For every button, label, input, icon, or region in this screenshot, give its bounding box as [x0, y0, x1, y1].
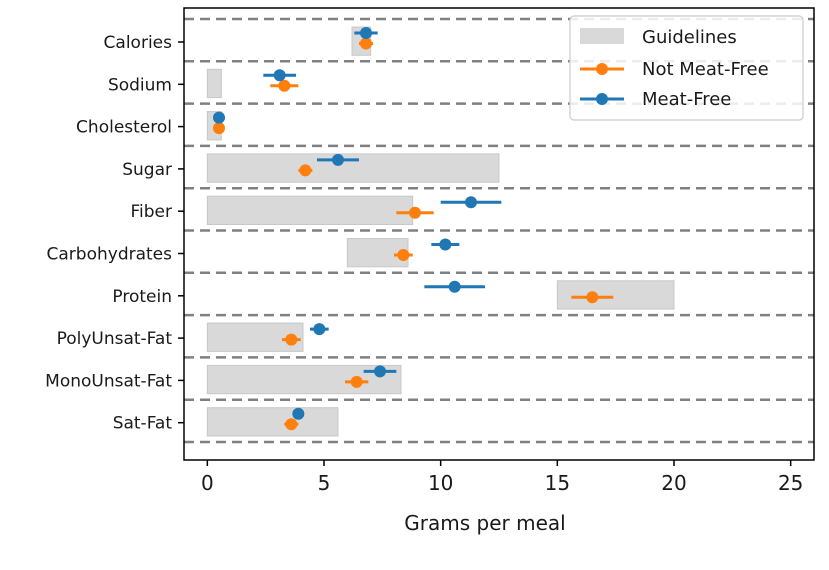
legend-marker-0: [596, 63, 608, 75]
plot-frame: [183, 7, 815, 461]
point-0-0: [360, 37, 372, 50]
point-1-0: [360, 27, 372, 39]
guideline-bar-8: [206, 364, 402, 395]
legend-marker-1: [596, 93, 608, 105]
point-1-2: [213, 111, 225, 124]
y-tick-label-6: Protein: [112, 287, 172, 307]
legend-swatch-guidelines: [580, 28, 624, 44]
x-axis-label: Grams per meal: [404, 511, 565, 535]
y-tick-label-4: Fiber: [130, 202, 172, 222]
y-tick-label-3: Sugar: [122, 160, 172, 180]
point-1-4: [465, 196, 477, 209]
y-tick-label-9: Sat-Fat: [113, 414, 173, 434]
point-0-4: [409, 206, 421, 219]
point-0-2: [213, 122, 225, 135]
point-0-6: [586, 291, 599, 304]
point-1-1: [273, 69, 286, 82]
point-0-7: [285, 333, 298, 346]
y-tick-label-1: Sodium: [108, 75, 172, 95]
y-tick-label-2: Cholesterol: [76, 118, 172, 138]
x-tick-label-1: 5: [318, 471, 331, 495]
x-tick-label-0: 0: [201, 471, 214, 495]
guideline-bar-9: [206, 407, 339, 437]
point-0-5: [397, 249, 410, 261]
y-tick-label-0: Calories: [104, 33, 173, 53]
guideline-bar-3: [206, 153, 500, 183]
legend-label-0: Not Meat-Free: [642, 59, 769, 80]
guideline-bar-1: [206, 68, 222, 99]
x-tick-label-3: 15: [545, 471, 570, 495]
point-1-7: [313, 323, 326, 336]
legend-label-1: Meat-Free: [642, 89, 731, 110]
point-1-6: [448, 280, 461, 293]
guideline-bar-6: [556, 280, 675, 310]
x-tick-label-2: 10: [428, 471, 453, 495]
y-tick-label-8: MonoUnsat-Fat: [45, 371, 172, 391]
point-1-3: [332, 153, 344, 166]
point-1-8: [374, 365, 386, 378]
point-0-3: [299, 164, 312, 177]
x-tick-label-4: 20: [661, 471, 686, 495]
y-tick-label-5: Carbohydrates: [47, 245, 173, 265]
y-tick-label-7: PolyUnsat-Fat: [57, 329, 173, 349]
point-1-9: [292, 407, 305, 420]
point-0-8: [350, 375, 363, 388]
point-1-5: [439, 238, 452, 251]
legend-label-guidelines: Guidelines: [642, 27, 737, 48]
guideline-bar-4: [206, 195, 414, 225]
x-tick-label-5: 25: [778, 471, 803, 495]
point-0-9: [285, 418, 298, 431]
legend-box: [569, 15, 804, 121]
point-0-1: [278, 79, 291, 92]
